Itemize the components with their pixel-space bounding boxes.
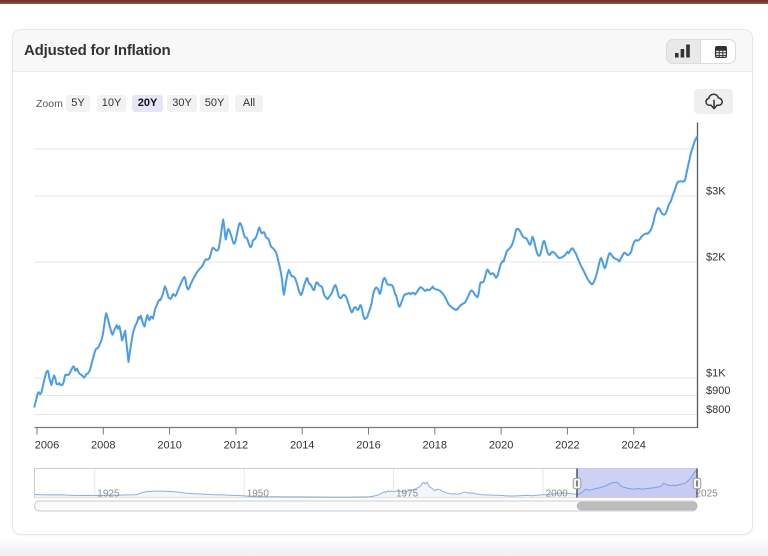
svg-text:2018: 2018 <box>423 440 447 452</box>
svg-text:2016: 2016 <box>356 440 380 452</box>
svg-text:$3K: $3K <box>706 186 726 198</box>
svg-text:2000: 2000 <box>546 489 569 500</box>
svg-text:2010: 2010 <box>157 440 181 452</box>
svg-text:$800: $800 <box>706 404 730 416</box>
svg-text:2024: 2024 <box>621 440 645 452</box>
svg-text:2008: 2008 <box>91 440 115 452</box>
svg-text:1950: 1950 <box>247 489 270 500</box>
svg-text:2022: 2022 <box>555 440 579 452</box>
svg-text:$2K: $2K <box>706 252 726 264</box>
svg-text:1925: 1925 <box>97 489 120 500</box>
svg-text:1975: 1975 <box>396 489 419 500</box>
svg-text:2020: 2020 <box>489 440 513 452</box>
svg-text:2012: 2012 <box>224 440 248 452</box>
svg-text:2014: 2014 <box>290 440 314 452</box>
svg-text:$1K: $1K <box>706 368 726 380</box>
svg-text:2006: 2006 <box>35 440 59 452</box>
svg-text:2025: 2025 <box>696 489 719 500</box>
svg-text:$900: $900 <box>706 385 730 397</box>
